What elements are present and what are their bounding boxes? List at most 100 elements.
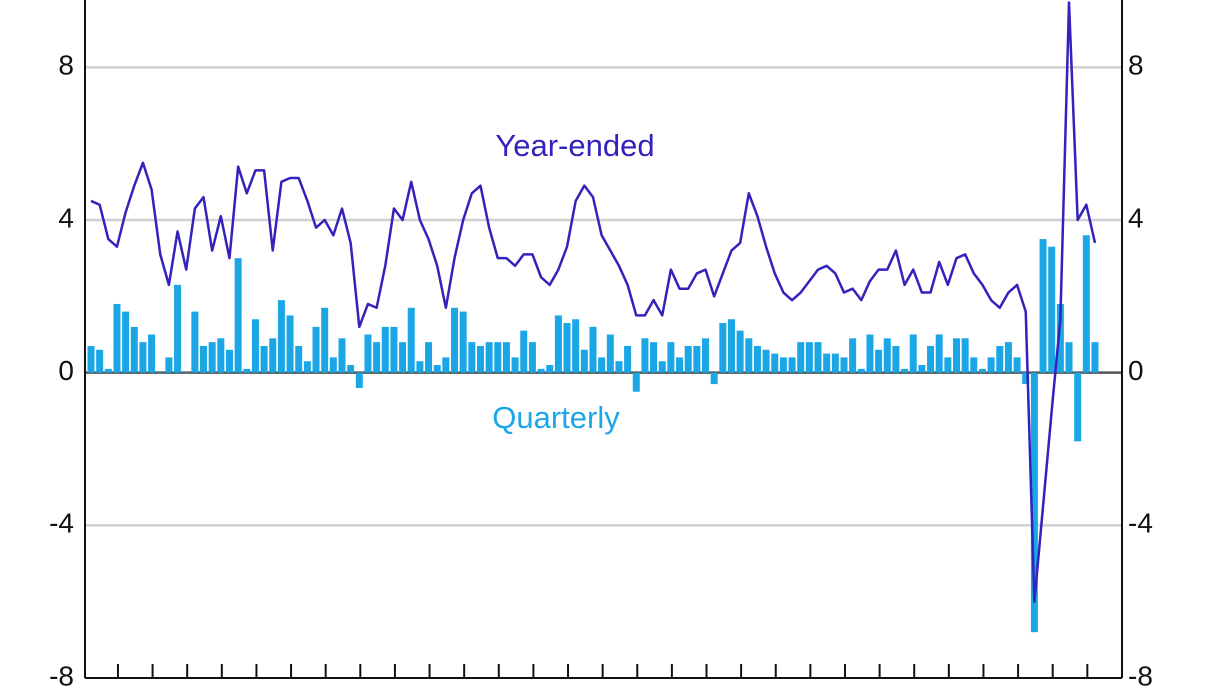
bar — [632, 372, 640, 392]
bar — [987, 357, 995, 373]
bar — [563, 323, 571, 373]
bar — [927, 345, 935, 373]
bar — [996, 345, 1004, 373]
y2-tick-label: -4 — [1128, 508, 1153, 539]
bar — [598, 357, 606, 373]
bar — [1065, 342, 1073, 373]
bar — [719, 323, 727, 373]
bar — [624, 345, 632, 373]
bar — [416, 361, 424, 373]
bar — [442, 357, 450, 373]
bar — [831, 353, 839, 373]
bar — [174, 284, 182, 373]
series-label: Quarterly — [492, 400, 620, 435]
bar — [918, 365, 926, 373]
bar — [901, 368, 909, 373]
bar — [156, 372, 164, 374]
y2-tick-label: 0 — [1128, 355, 1144, 386]
bar — [1091, 342, 1099, 373]
bar — [347, 365, 355, 373]
bar — [295, 345, 303, 373]
bar — [502, 342, 510, 373]
bar — [641, 338, 649, 373]
bar — [693, 345, 701, 373]
bar — [390, 326, 398, 373]
bar — [260, 345, 268, 373]
bar — [355, 372, 363, 388]
bar — [234, 258, 242, 373]
bar — [433, 365, 441, 373]
bar — [615, 361, 623, 373]
bar — [1074, 372, 1082, 442]
bar — [364, 334, 372, 373]
bar — [1013, 357, 1021, 373]
bar — [554, 315, 562, 373]
bar — [130, 326, 138, 373]
bar — [425, 342, 433, 373]
y-tick-label: 4 — [58, 202, 74, 233]
bar — [451, 307, 459, 373]
bar — [970, 357, 978, 373]
bar — [182, 372, 190, 374]
bar — [243, 368, 251, 373]
bar — [658, 361, 666, 373]
bar — [200, 345, 208, 373]
bar — [113, 303, 121, 373]
y2-tick-label: 4 — [1128, 202, 1144, 233]
bar — [650, 342, 658, 373]
bar — [572, 319, 580, 373]
bar — [606, 334, 614, 373]
bar — [122, 311, 130, 373]
bar — [546, 365, 554, 373]
y2-tick-label: 8 — [1128, 50, 1144, 81]
bar — [771, 353, 779, 373]
bar — [286, 315, 294, 373]
bar — [87, 345, 95, 373]
bar — [779, 357, 787, 373]
bar — [676, 357, 684, 373]
bar — [381, 326, 389, 373]
bar — [251, 319, 259, 373]
bar — [961, 338, 969, 373]
bar — [225, 349, 233, 373]
bar — [399, 342, 407, 373]
bar — [702, 338, 710, 373]
bar — [857, 368, 865, 373]
bar — [104, 368, 112, 373]
bar — [953, 338, 960, 373]
bar — [208, 342, 216, 373]
bar — [978, 368, 986, 373]
y2-tick-label: -8 — [1128, 660, 1153, 690]
bar — [303, 361, 311, 373]
bar — [485, 342, 493, 373]
bar — [753, 345, 761, 373]
y-tick-label: -8 — [49, 660, 74, 690]
series-label: Year-ended — [495, 128, 654, 163]
bar — [805, 342, 813, 373]
bar — [1022, 372, 1030, 385]
bar — [667, 342, 675, 373]
bar — [727, 319, 735, 373]
bar — [148, 334, 156, 373]
bar — [1039, 239, 1047, 373]
bar — [710, 372, 718, 385]
bar — [217, 338, 225, 373]
bar — [459, 311, 467, 373]
bar — [338, 338, 346, 373]
bar — [745, 338, 753, 373]
bar — [1082, 235, 1090, 373]
y-tick-label: 8 — [58, 50, 74, 81]
bar — [589, 326, 597, 373]
y-tick-label: 0 — [58, 355, 74, 386]
bar — [520, 330, 528, 373]
bar — [944, 357, 952, 373]
bar — [1056, 303, 1064, 373]
bar — [935, 334, 943, 373]
bar — [840, 357, 848, 373]
bar — [875, 349, 883, 373]
bar — [866, 334, 874, 373]
bar — [468, 342, 476, 373]
bar — [823, 353, 831, 373]
